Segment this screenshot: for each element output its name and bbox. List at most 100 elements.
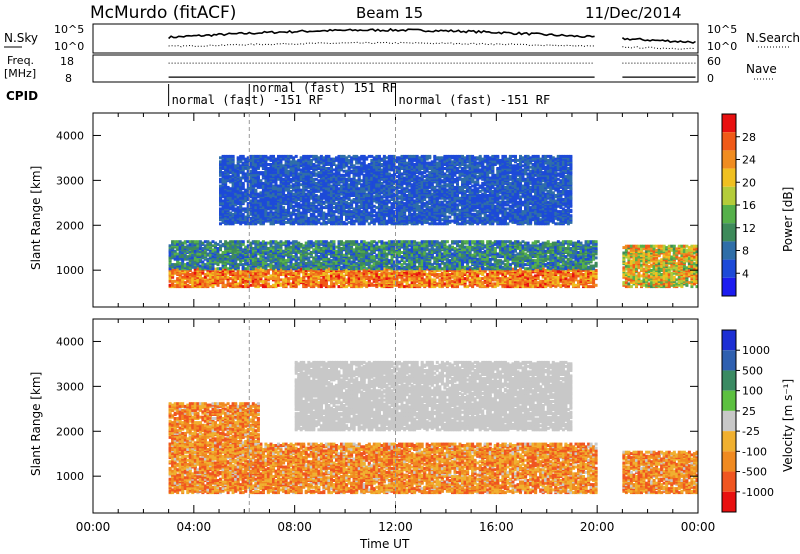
heatmap-cell bbox=[327, 285, 330, 288]
heatmap-cell bbox=[534, 280, 537, 283]
freq-label-2: [MHz] bbox=[4, 67, 36, 80]
heatmap-cell bbox=[474, 280, 477, 283]
heatmap-cell bbox=[340, 281, 343, 284]
heatmap-cell bbox=[206, 278, 209, 281]
nsky-tick-bottom: 10^0 bbox=[54, 40, 84, 53]
radar-summary-plot: McMurdo (fitACF) Beam 15 11/Dec/2014 N.S… bbox=[0, 0, 800, 554]
heatmap-cell bbox=[448, 273, 451, 276]
heatmap-cell bbox=[481, 273, 484, 276]
station-title: McMurdo (fitACF) bbox=[90, 3, 236, 23]
heatmap-cell bbox=[292, 281, 295, 284]
heatmap-cell bbox=[219, 276, 222, 279]
heatmap-cell bbox=[171, 272, 174, 275]
heatmap-cell bbox=[426, 273, 429, 276]
heatmap-cell bbox=[267, 272, 270, 275]
heatmap-cell bbox=[194, 272, 197, 275]
heatmap-cell bbox=[244, 277, 247, 280]
heatmap-cell bbox=[280, 278, 283, 281]
heatmap-cell bbox=[171, 280, 174, 283]
heatmap-cell bbox=[461, 280, 464, 283]
nave-tick-top: 60 bbox=[707, 55, 721, 68]
heatmap-cell bbox=[436, 273, 439, 276]
heatmap-cell bbox=[496, 281, 499, 284]
heatmap-cell bbox=[401, 278, 404, 281]
freq-tick-top: 18 bbox=[60, 55, 74, 68]
heatmap-cell bbox=[428, 276, 431, 279]
nsearch-label: N.Search bbox=[746, 31, 800, 45]
heatmap-cell bbox=[280, 282, 283, 285]
cpid-panel: CPID normal (fast) -151 RFnormal (fast) … bbox=[6, 81, 550, 107]
nsearch-series bbox=[169, 42, 696, 49]
heatmap-cell bbox=[522, 281, 525, 284]
heatmap-cell bbox=[401, 282, 404, 285]
heatmap-cell bbox=[496, 273, 499, 276]
heatmap-cell bbox=[461, 273, 464, 276]
heatmap-cell bbox=[401, 270, 404, 273]
freq-label-1: Freq. bbox=[7, 54, 34, 67]
nsky-series bbox=[169, 29, 696, 43]
heatmap-cell bbox=[534, 285, 537, 288]
heatmap-cell bbox=[537, 277, 540, 280]
nave-tick-bottom: 0 bbox=[707, 72, 714, 85]
heatmap-cell bbox=[413, 270, 416, 273]
heatmap-cell bbox=[305, 280, 308, 283]
heatmap-cell bbox=[433, 278, 436, 281]
date-title: 11/Dec/2014 bbox=[585, 4, 681, 22]
power-heatmap-cells bbox=[169, 155, 699, 288]
nsearch-tick-top: 10^5 bbox=[707, 23, 737, 36]
heatmap-cell bbox=[171, 284, 174, 287]
heatmap-cell bbox=[365, 281, 368, 284]
heatmap-cell bbox=[557, 276, 560, 279]
nsky-label: N.Sky bbox=[4, 31, 38, 45]
heatmap-cell bbox=[474, 274, 477, 277]
heatmap-cell bbox=[496, 284, 499, 287]
heatmap-cell bbox=[557, 280, 560, 283]
heatmap-cell bbox=[353, 272, 356, 275]
heatmap-cell bbox=[232, 284, 235, 287]
beam-title: Beam 15 bbox=[356, 4, 423, 22]
heatmap-cell bbox=[267, 276, 270, 279]
heatmap-cell bbox=[254, 276, 257, 279]
heatmap-cell bbox=[340, 278, 343, 281]
heatmap-cell bbox=[327, 277, 330, 280]
heatmap-cell bbox=[522, 270, 525, 273]
nsky-tick-top: 10^5 bbox=[54, 23, 84, 36]
heatmap-cell bbox=[547, 273, 550, 276]
heatmap-cell bbox=[448, 278, 451, 281]
power-panel: 1000200030004000 bbox=[56, 113, 699, 307]
heatmap-cell bbox=[413, 277, 416, 280]
cpid-segment-label: normal (fast) 151 RF bbox=[252, 81, 397, 95]
heatmap-cell bbox=[486, 284, 489, 287]
heatmap-cell bbox=[287, 280, 290, 283]
heatmap-cell bbox=[436, 282, 439, 285]
heatmap-cell bbox=[547, 277, 550, 280]
heatmap-cell bbox=[557, 284, 560, 287]
cpid-segment-label: normal (fast) -151 RF bbox=[399, 93, 551, 107]
heatmap-cell bbox=[423, 270, 426, 273]
heatmap-cell bbox=[267, 282, 270, 285]
nave-label: Nave bbox=[746, 62, 777, 76]
heatmap-cell bbox=[534, 274, 537, 277]
heatmap-cell bbox=[486, 273, 489, 276]
heatmap-cell bbox=[353, 280, 356, 283]
heatmap-cell bbox=[340, 273, 343, 276]
cpid-label: CPID bbox=[6, 89, 38, 103]
heatmap-cell bbox=[181, 276, 184, 279]
cpid-segment-label: normal (fast) -151 RF bbox=[172, 93, 324, 107]
heatmap-cell bbox=[292, 272, 295, 275]
nsearch-tick-bottom: 10^0 bbox=[707, 40, 737, 53]
heatmap-cell bbox=[232, 280, 235, 283]
heatmap-cell bbox=[325, 281, 328, 284]
heatmap-cell bbox=[217, 284, 220, 287]
heatmap-cell bbox=[292, 277, 295, 280]
freq-tick-bottom: 8 bbox=[65, 72, 72, 85]
heatmap-cell bbox=[327, 274, 330, 277]
heatmap-cell bbox=[181, 282, 184, 285]
nsky-panel: N.Sky 10^5 10^0 10^5 10^0 N.Search bbox=[4, 23, 800, 53]
heatmap-cell bbox=[388, 272, 391, 275]
heatmap-cell bbox=[375, 274, 378, 277]
heatmap-cell bbox=[509, 280, 512, 283]
heatmap-cell bbox=[222, 281, 225, 284]
heatmap-cell bbox=[315, 282, 318, 285]
heatmap-cell bbox=[522, 273, 525, 276]
